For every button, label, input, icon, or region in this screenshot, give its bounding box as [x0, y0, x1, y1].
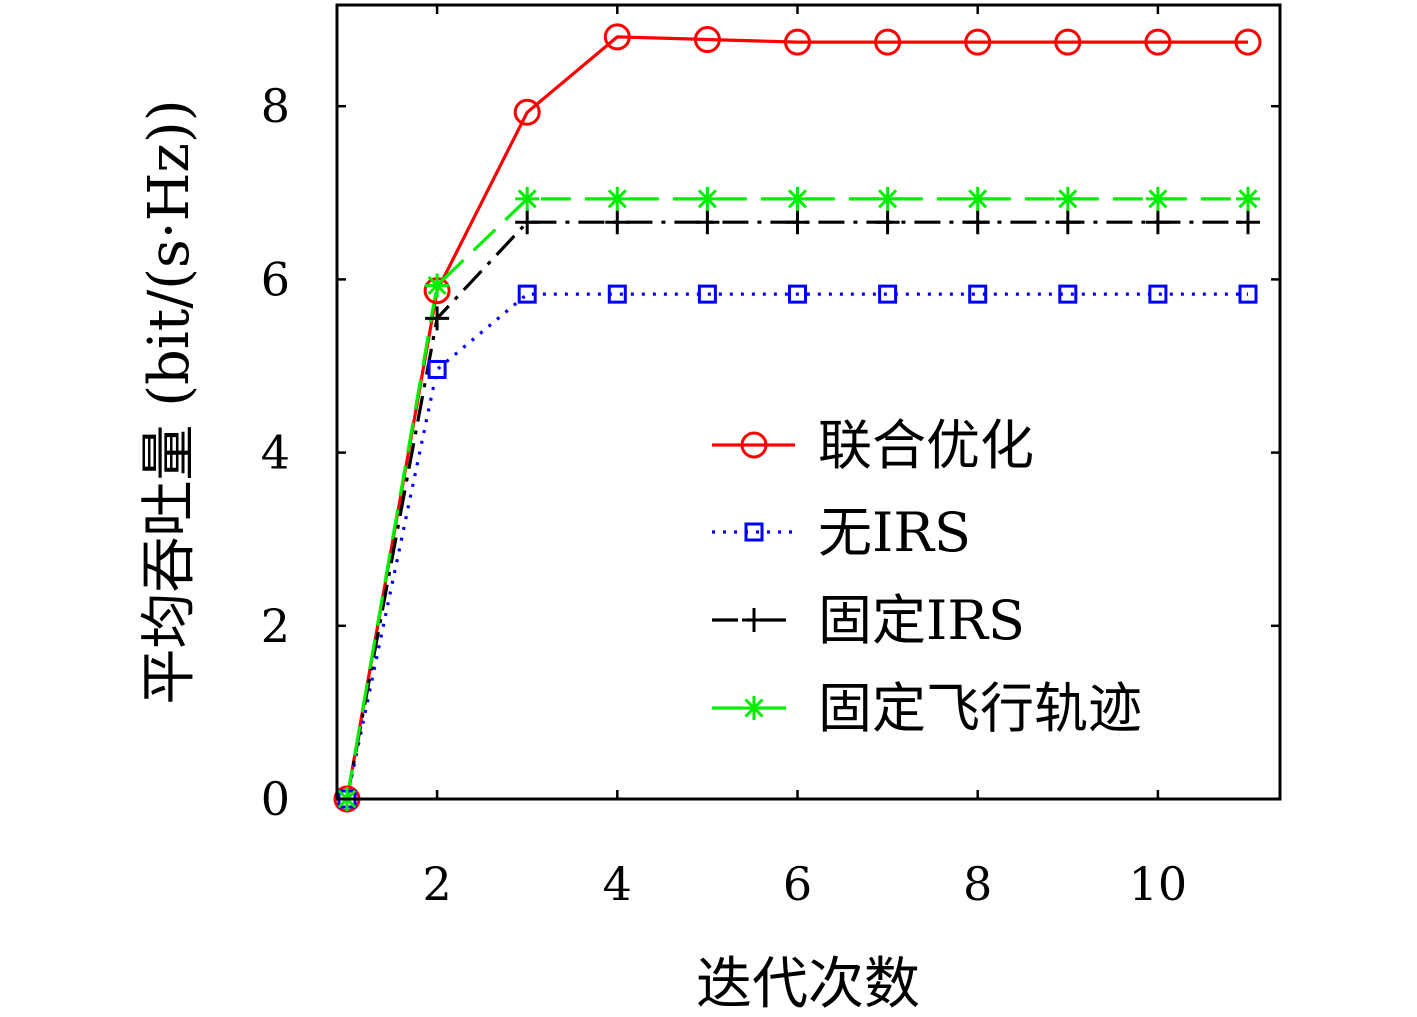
series-line-0	[345, 35, 1248, 800]
legend-marker-3	[742, 696, 766, 720]
data-point-s2	[605, 210, 630, 235]
legend-marker-2	[742, 608, 766, 632]
series-lines	[345, 35, 1248, 800]
y-tick-label: 0	[261, 772, 290, 826]
legend-label-2: 固定IRS	[818, 589, 1025, 652]
y-tick-labels: 0 2 4 6 8	[261, 79, 290, 826]
y-tick-label: 6	[261, 252, 290, 306]
data-point-s2	[1145, 210, 1170, 235]
data-point-s0	[603, 23, 631, 51]
x-axis-title: 迭代次数	[696, 952, 920, 1017]
data-point-s1	[1238, 284, 1258, 304]
data-point-s1	[1148, 284, 1168, 304]
legend-label-1: 无IRS	[818, 501, 971, 564]
data-point-s2	[695, 210, 720, 235]
series-line-1	[345, 292, 1248, 800]
data-point-s0	[1144, 28, 1172, 56]
y-tick-label: 2	[261, 599, 290, 653]
legend-marker-0	[740, 431, 768, 459]
series-markers	[333, 23, 1262, 813]
data-point-s0	[874, 28, 902, 56]
data-point-s3	[965, 186, 990, 211]
data-point-s1	[878, 284, 898, 304]
y-tick-label: 8	[261, 79, 290, 133]
data-point-s0	[784, 28, 811, 56]
data-point-s2	[965, 210, 990, 235]
x-tick-label: 8	[963, 857, 992, 911]
x-tick-labels: 2 4 6 8 10	[422, 857, 1187, 911]
data-point-s0	[1054, 28, 1082, 56]
legend-marker-1	[744, 522, 764, 542]
x-tick-label: 10	[1129, 857, 1188, 911]
series-line-2	[345, 220, 1248, 800]
data-point-s3	[515, 186, 540, 211]
data-point-s2	[515, 210, 540, 235]
series-line-3	[345, 197, 1248, 800]
y-tick-label: 4	[261, 426, 290, 480]
data-point-s3	[1236, 186, 1260, 211]
data-point-s3	[785, 186, 810, 211]
data-point-s3	[875, 186, 900, 211]
data-point-s3	[425, 273, 450, 298]
legend-label-3: 固定飞行轨迹	[818, 677, 1142, 740]
data-point-s0	[1234, 28, 1262, 56]
data-point-s2	[425, 306, 450, 331]
data-point-s0	[964, 28, 992, 56]
data-point-s2	[1236, 210, 1260, 235]
x-tick-label: 6	[783, 857, 812, 911]
data-point-s1	[1058, 284, 1078, 304]
data-point-s0	[693, 26, 721, 54]
data-point-s2	[785, 210, 810, 235]
x-tick-label: 2	[422, 857, 451, 911]
plot-frame	[335, 3, 1282, 801]
plot-area	[337, 5, 1280, 799]
data-point-s3	[695, 186, 720, 211]
y-axis-title: 平均吞吐量 (bit/(s·Hz))	[137, 99, 202, 704]
data-point-s1	[607, 284, 627, 304]
legend-label-0: 联合优化	[818, 414, 1034, 477]
data-point-s1	[697, 284, 717, 304]
data-point-s1	[968, 284, 988, 304]
data-point-s3	[1145, 186, 1170, 211]
data-point-s1	[788, 284, 807, 304]
x-tick-label: 4	[603, 857, 632, 911]
data-point-s3	[605, 186, 630, 211]
data-point-s1	[427, 359, 447, 379]
data-point-s2	[875, 210, 900, 235]
data-point-s0	[513, 98, 541, 126]
data-point-s3	[1055, 186, 1080, 211]
data-point-s2	[1055, 210, 1080, 235]
data-point-s1	[517, 284, 537, 304]
